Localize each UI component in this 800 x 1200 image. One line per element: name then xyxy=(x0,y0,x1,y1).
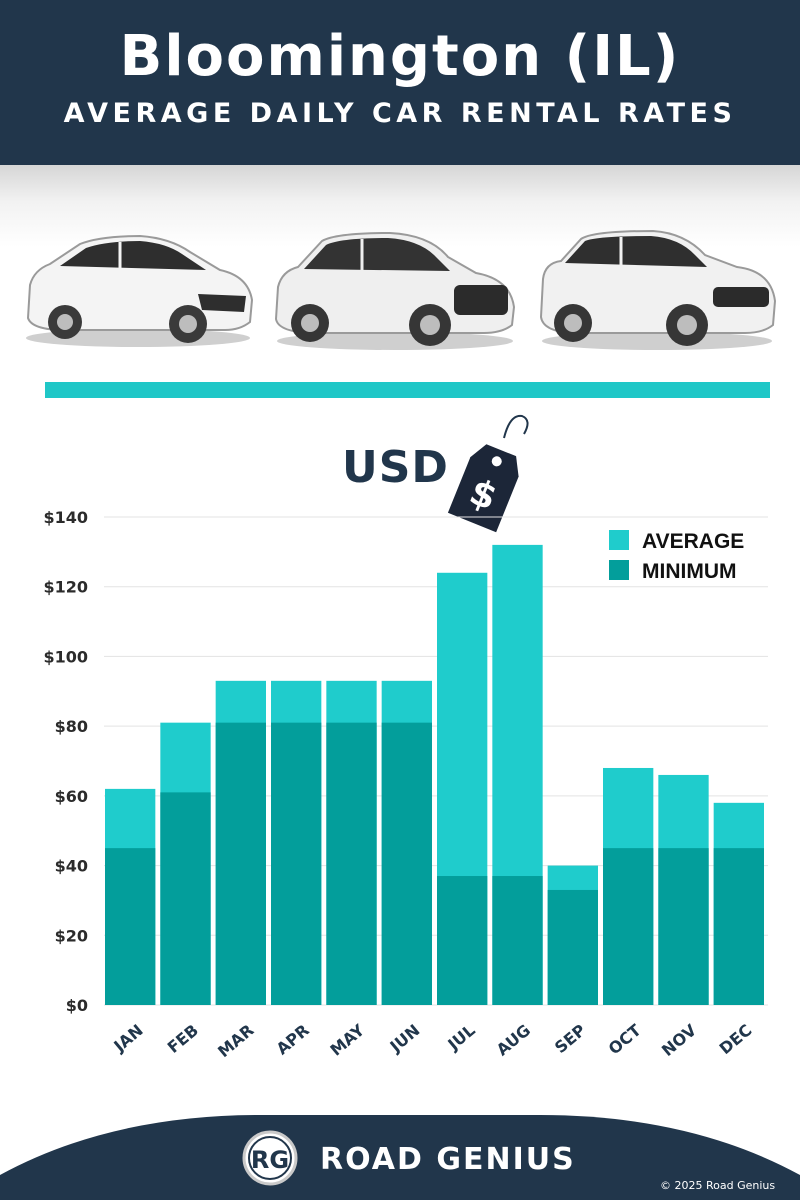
rental-rates-chart: $0 $20 $40 $60 $80 $100 $120 $140 JAN FEB MAR APR M… xyxy=(43,508,768,1062)
brand-name: ROAD GENIUS xyxy=(320,1142,576,1177)
header-banner: Bloomington (IL) AVERAGE DAILY CAR RENTA… xyxy=(0,0,800,165)
bar-minimum-may xyxy=(326,722,377,1005)
x-tick-label: NOV xyxy=(658,1020,701,1060)
x-tick-label: MAR xyxy=(214,1021,257,1062)
x-tick-label: JUL xyxy=(443,1021,478,1055)
y-tick-label: $20 xyxy=(55,926,88,945)
x-tick-label: FEB xyxy=(164,1021,202,1057)
bar-minimum-nov xyxy=(658,848,709,1005)
teal-divider-bar xyxy=(45,382,770,398)
price-tag-icon: $ xyxy=(447,414,529,533)
y-tick-label: $80 xyxy=(55,717,88,736)
y-tick-label: $60 xyxy=(55,787,88,806)
cars-banner xyxy=(0,165,800,370)
bar-minimum-jun xyxy=(381,722,432,1005)
hatchback-car-image xyxy=(26,234,254,347)
bar-minimum-feb xyxy=(160,792,211,1005)
bar-minimum-jan xyxy=(105,848,156,1005)
y-tick-label: $140 xyxy=(43,508,88,527)
suv-car-image xyxy=(274,231,516,350)
legend-label-average: AVERAGE xyxy=(642,530,744,553)
x-tick-label: MAY xyxy=(326,1020,368,1059)
legend-label-minimum: MINIMUM xyxy=(642,560,736,583)
bar-minimum-mar xyxy=(215,722,266,1005)
copyright-text: © 2025 Road Genius xyxy=(660,1179,776,1192)
bar-minimum-aug xyxy=(492,876,543,1005)
bar-minimum-sep xyxy=(547,889,598,1005)
bar-minimum-apr xyxy=(271,722,322,1005)
crossover-car-image xyxy=(539,229,777,350)
y-tick-label: $100 xyxy=(43,647,88,666)
page-subtitle: AVERAGE DAILY CAR RENTAL RATES xyxy=(63,98,737,129)
x-tick-label: AUG xyxy=(493,1021,534,1060)
x-tick-label: SEP xyxy=(551,1020,590,1057)
bar-minimum-dec xyxy=(713,848,764,1005)
legend-swatch-minimum xyxy=(609,560,629,580)
footer-banner: RG xyxy=(0,1115,800,1200)
bar-minimum-jul xyxy=(437,876,488,1005)
legend-swatch-average xyxy=(609,530,629,550)
y-tick-label: $0 xyxy=(66,996,88,1015)
x-tick-label: JUN xyxy=(386,1021,424,1057)
bar-minimum-oct xyxy=(603,848,654,1005)
road-genius-logo-icon xyxy=(242,1130,298,1186)
currency-label: USD xyxy=(342,442,449,493)
x-tick-label: DEC xyxy=(716,1021,756,1059)
y-tick-label: $120 xyxy=(43,578,88,597)
x-tick-label: APR xyxy=(273,1021,313,1059)
page-title: Bloomington (IL) xyxy=(119,24,681,89)
y-tick-label: $40 xyxy=(55,857,88,876)
x-tick-label: OCT xyxy=(605,1020,645,1058)
x-tick-label: JAN xyxy=(109,1021,146,1057)
logo-text: RG xyxy=(251,1146,289,1174)
